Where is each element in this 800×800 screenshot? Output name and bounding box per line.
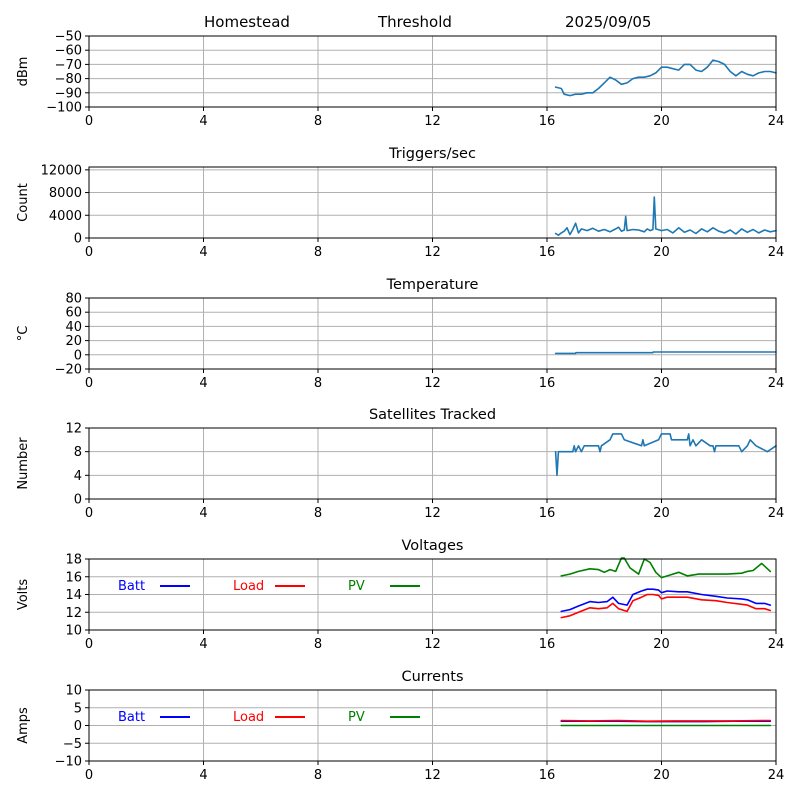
x-tick-label: 8	[314, 376, 322, 391]
y-tick-label: 16	[65, 570, 82, 585]
y-tick-label: −100	[46, 101, 82, 116]
x-tick-label: 0	[85, 506, 93, 521]
y-axis-label: dBm	[16, 57, 31, 87]
y-tick-label: 60	[65, 306, 82, 321]
x-tick-label: 24	[768, 506, 785, 521]
x-tick-label: 0	[85, 637, 93, 652]
chart-title: Currents	[401, 669, 463, 685]
figure-background	[0, 0, 800, 800]
y-tick-label: −10	[55, 755, 82, 770]
x-tick-label: 0	[85, 376, 93, 391]
legend-label: Load	[233, 710, 264, 725]
x-tick-label: 4	[199, 376, 207, 391]
chart-title: Voltages	[402, 538, 464, 554]
y-tick-label: 14	[65, 588, 82, 603]
x-tick-label: 24	[768, 245, 785, 260]
x-tick-label: 16	[539, 245, 556, 260]
x-tick-label: 8	[314, 768, 322, 783]
x-tick-label: 24	[768, 114, 785, 129]
x-tick-label: 8	[314, 506, 322, 521]
x-tick-label: 20	[653, 114, 670, 129]
x-tick-label: 12	[424, 637, 441, 652]
y-tick-label: 0	[74, 719, 82, 734]
x-tick-label: 20	[653, 506, 670, 521]
y-tick-label: 12	[65, 422, 82, 437]
x-tick-label: 16	[539, 768, 556, 783]
x-tick-label: 20	[653, 637, 670, 652]
y-tick-label: 20	[65, 334, 82, 349]
x-tick-label: 16	[539, 376, 556, 391]
x-tick-label: 0	[85, 768, 93, 783]
x-tick-label: 4	[199, 768, 207, 783]
y-tick-label: −70	[55, 58, 82, 73]
y-tick-label: −60	[55, 44, 82, 59]
x-tick-label: 12	[424, 768, 441, 783]
header-station: Homestead	[204, 13, 290, 31]
x-tick-label: 16	[539, 637, 556, 652]
series-line-load	[561, 721, 770, 722]
y-tick-label: 18	[65, 553, 82, 568]
chart-title: Triggers/sec	[388, 146, 476, 162]
y-tick-label: −5	[63, 737, 82, 752]
x-tick-label: 12	[424, 114, 441, 129]
legend-label: Load	[233, 579, 264, 594]
y-tick-label: 40	[65, 320, 82, 335]
y-tick-label: −90	[55, 86, 82, 101]
y-tick-label: 5	[74, 701, 82, 716]
y-tick-label: 0	[74, 348, 82, 363]
y-axis-label: Volts	[16, 579, 31, 611]
x-tick-label: 24	[768, 376, 785, 391]
y-tick-label: 0	[74, 493, 82, 508]
figure-canvas: Homestead Threshold 2025/09/05 dBm 0 4 8 12 1…	[0, 0, 800, 800]
legend-label: PV	[348, 579, 365, 594]
x-tick-label: 12	[424, 506, 441, 521]
x-tick-label: 12	[424, 376, 441, 391]
x-tick-label: 20	[653, 245, 670, 260]
y-axis-label: Number	[16, 437, 31, 490]
header-mode: Threshold	[377, 13, 452, 31]
y-axis-label: Amps	[16, 707, 31, 744]
y-tick-label: −80	[55, 72, 82, 87]
x-tick-label: 8	[314, 114, 322, 129]
y-tick-label: 4	[74, 469, 82, 484]
x-tick-label: 8	[314, 637, 322, 652]
figure-header: Homestead Threshold 2025/09/05	[204, 13, 651, 31]
x-tick-label: 8	[314, 245, 322, 260]
legend-label: Batt	[118, 579, 145, 594]
y-tick-label: 12000	[41, 163, 82, 178]
y-axis-label: Count	[16, 183, 31, 222]
y-tick-label: 0	[74, 232, 82, 247]
x-tick-label: 4	[199, 637, 207, 652]
legend-label: PV	[348, 710, 365, 725]
x-tick-label: 24	[768, 768, 785, 783]
y-tick-label: 12	[65, 606, 82, 621]
legend-label: Batt	[118, 710, 145, 725]
x-tick-label: 4	[199, 245, 207, 260]
y-tick-label: 8	[74, 445, 82, 460]
x-tick-label: 16	[539, 506, 556, 521]
y-tick-label: 8000	[49, 186, 82, 201]
x-tick-label: 0	[85, 245, 93, 260]
x-tick-label: 4	[199, 114, 207, 129]
x-tick-label: 20	[653, 768, 670, 783]
y-tick-label: 10	[65, 684, 82, 699]
x-tick-label: 16	[539, 114, 556, 129]
y-tick-label: −50	[55, 30, 82, 45]
x-tick-label: 24	[768, 637, 785, 652]
x-tick-label: 20	[653, 376, 670, 391]
x-tick-label: 12	[424, 245, 441, 260]
y-axis-label: °C	[16, 326, 31, 342]
y-tick-label: 4000	[49, 209, 82, 224]
chart-title: Satellites Tracked	[369, 407, 496, 423]
x-tick-label: 0	[85, 114, 93, 129]
y-tick-label: 10	[65, 624, 82, 639]
x-tick-label: 4	[199, 506, 207, 521]
y-tick-label: 80	[65, 292, 82, 307]
header-date: 2025/09/05	[565, 13, 651, 31]
y-tick-label: −20	[55, 363, 82, 378]
chart-title: Temperature	[386, 277, 479, 293]
